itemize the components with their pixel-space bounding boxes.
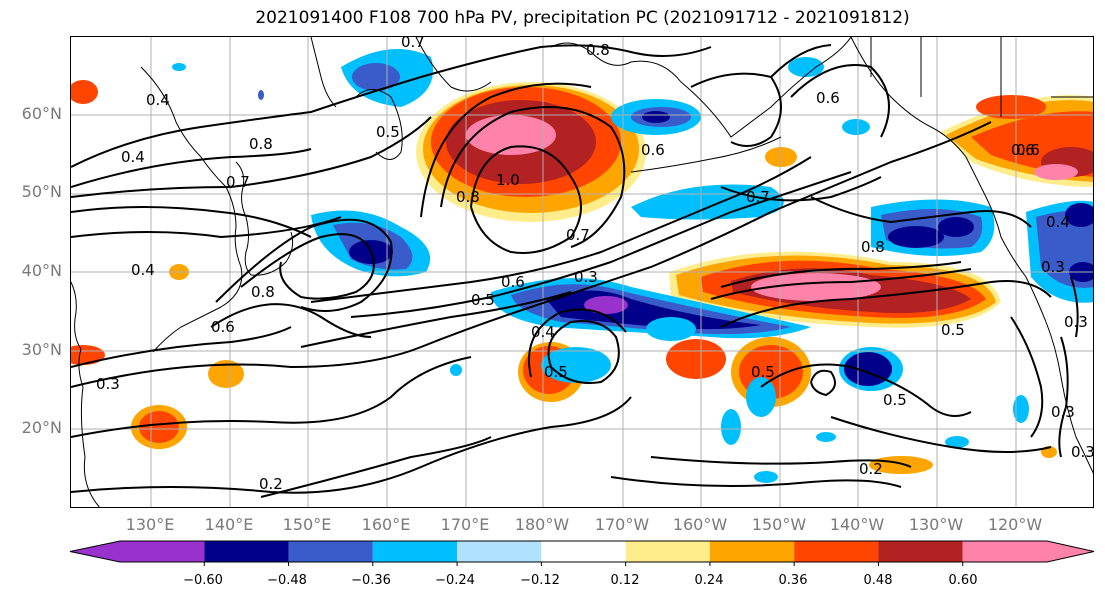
lon-label-150e: 150°E [282, 515, 332, 534]
colorbar-segment [541, 541, 626, 562]
colorbar-tick-label: −0.36 [351, 573, 391, 588]
lon-label-120w: 120°W [987, 515, 1043, 534]
positive-anomaly-northeast [941, 95, 1093, 187]
lon-label-150w: 150°W [751, 515, 807, 534]
coastlines [71, 37, 1093, 507]
contour-label: 0.5 [376, 123, 400, 141]
colorbar-segment [457, 541, 542, 562]
lon-label-170e: 170°E [440, 515, 490, 534]
contour-label: 0.4 [531, 323, 555, 341]
colorbar-segment [70, 541, 205, 562]
colorbar-segment [794, 541, 879, 562]
contour-label: 0.2 [259, 475, 283, 493]
contour-label: 0.4 [146, 91, 170, 109]
colorbar-tick-label: 0.12 [610, 573, 640, 588]
contour-label: 0.3 [574, 268, 598, 286]
contour-label: 0.3 [1051, 403, 1075, 421]
lat-label-30n: 30°N [21, 340, 62, 359]
contour-label: 0.5 [883, 391, 907, 409]
lat-label-20n: 20°N [21, 418, 62, 437]
lon-label-130e: 130°E [125, 515, 175, 534]
contour-label: 0.6 [211, 318, 235, 336]
contour-label: 1.0 [496, 171, 520, 189]
map-svg: 0.7 0.8 0.4 0.8 0.5 0.4 0.7 0.6 0.6 0.6 … [71, 37, 1094, 507]
colorbar-segment [372, 541, 458, 562]
colorbar-tick-label: 0.60 [948, 573, 978, 588]
contour-label: 0.3 [96, 375, 120, 393]
contour-label: 0.8 [249, 135, 273, 153]
contour-label: 0.7 [566, 226, 590, 244]
map-panel: 0.7 0.8 0.4 0.8 0.5 0.4 0.7 0.6 0.6 0.6 … [70, 36, 1094, 508]
colorbar-tick-label: 0.36 [778, 573, 808, 588]
contour-label: 0.5 [544, 363, 568, 381]
contour-label: 0.5 [751, 363, 775, 381]
contour-label: 0.3 [1041, 258, 1065, 276]
contour-label: 0.8 [456, 188, 480, 206]
lat-label-60n: 60°N [21, 104, 62, 123]
colorbar-segment [962, 541, 1094, 562]
pv-contours [71, 44, 1079, 498]
colorbar-tick-label: −0.24 [435, 573, 475, 588]
contour-labels: 0.7 0.8 0.4 0.8 0.5 0.4 0.7 0.6 0.6 0.6 … [96, 37, 1094, 493]
contour-label: 0.6 [501, 273, 525, 291]
lon-label-160w: 160°W [672, 515, 728, 534]
contour-label: 0.2 [859, 460, 883, 478]
contour-label: 0.7 [401, 37, 425, 51]
lon-label-170w: 170°W [594, 515, 650, 534]
contour-label: 0.6 [641, 141, 665, 159]
contour-label: 0.6 [816, 89, 840, 107]
contour-label: 0.3 [1071, 443, 1094, 461]
colorbar-tick-label: −0.60 [183, 573, 223, 588]
contour-label: 0.4 [1046, 213, 1070, 231]
contour-label: 0.8 [861, 238, 885, 256]
lon-label-140w: 140°W [829, 515, 885, 534]
colorbar-segment [878, 541, 963, 562]
colorbar-segment [204, 541, 289, 562]
contour-label: 0.5 [941, 321, 965, 339]
lat-label-50n: 50°N [21, 182, 62, 201]
contour-label: 0.6 [1011, 141, 1035, 159]
lat-label-40n: 40°N [21, 261, 62, 280]
precip-shading [71, 49, 1093, 483]
contour-label: 0.4 [121, 148, 145, 166]
contour-label: 0.5 [471, 291, 495, 309]
colorbar-segment [709, 541, 795, 562]
contour-label: 0.7 [746, 188, 770, 206]
colorbar-tick-label: −0.12 [520, 573, 560, 588]
contour-label: 0.8 [251, 283, 275, 301]
lon-label-130w: 130°W [908, 515, 964, 534]
contour-label: 0.7 [226, 173, 250, 191]
lon-label-140e: 140°E [204, 515, 254, 534]
colorbar-segments [69, 540, 1095, 566]
contour-label: 0.3 [1064, 313, 1088, 331]
colorbar-tick-label: −0.48 [267, 573, 307, 588]
lon-label-180w: 180°W [514, 515, 570, 534]
colorbar-outline [69, 540, 1095, 563]
colorbar-segment [288, 541, 373, 562]
colorbar-segment [625, 541, 710, 562]
contour-label: 0.4 [131, 261, 155, 279]
colorbar-tick-label: 0.48 [863, 573, 893, 588]
contour-label: 0.8 [586, 41, 610, 59]
chart-title: 2021091400 F108 700 hPa PV, precipitatio… [255, 8, 910, 28]
colorbar-tick-label: 0.24 [694, 573, 724, 588]
lon-label-160e: 160°E [361, 515, 411, 534]
contour-label: 0.6 [1016, 141, 1040, 159]
